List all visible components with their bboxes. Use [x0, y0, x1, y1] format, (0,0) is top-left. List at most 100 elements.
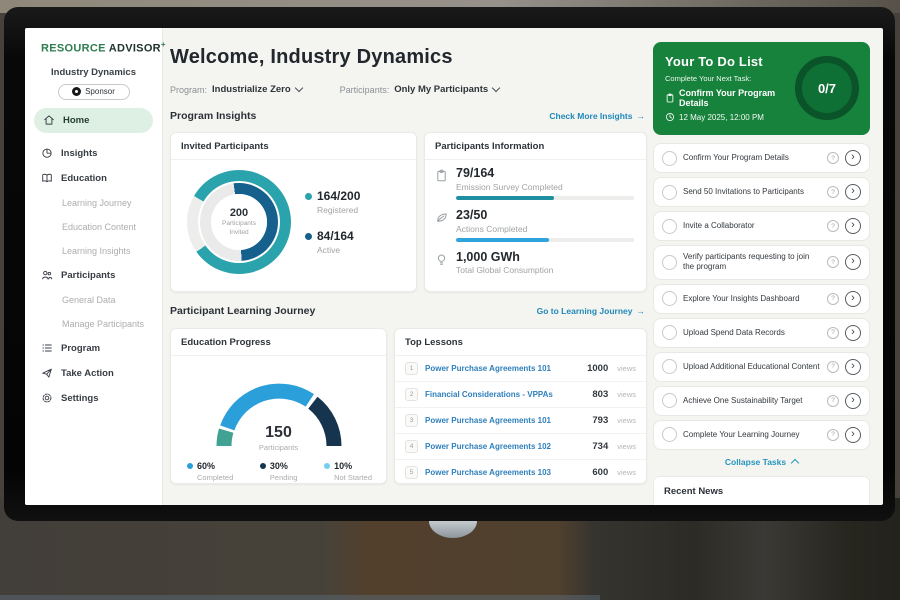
donut-center-label: Participants Invited	[222, 220, 256, 236]
task-checkbox[interactable]	[662, 150, 677, 166]
help-icon[interactable]: ?	[827, 326, 839, 339]
sidebar-item-education[interactable]: Education	[25, 166, 162, 191]
gauge-center-value: 150	[265, 424, 292, 441]
task-checkbox[interactable]	[662, 291, 677, 307]
progress-track	[456, 195, 634, 200]
sidebar-item-manage-participants[interactable]: Manage Participants	[25, 312, 162, 336]
task-checkbox[interactable]	[662, 218, 677, 234]
progress-track	[456, 237, 634, 242]
chevron-right-button[interactable]: ›	[845, 426, 861, 443]
help-icon[interactable]: ?	[827, 394, 839, 407]
sidebar-item-home[interactable]: Home	[34, 107, 153, 133]
gear-icon	[42, 393, 52, 403]
chevron-right-button[interactable]: ›	[845, 218, 861, 234]
participants-label: Participants:	[339, 84, 390, 95]
invited-participants-body: 200 Participants Invited 164/200 Registe…	[171, 160, 416, 274]
lesson-views-suffix: views	[617, 468, 636, 477]
chevron-right-button[interactable]: ›	[845, 324, 861, 341]
task-label: Explore Your Insights Dashboard	[683, 293, 800, 303]
task-label: Invite a Collaborator	[683, 220, 755, 230]
sidebar-item-take-action[interactable]: Take Action	[25, 361, 162, 386]
help-icon[interactable]: ?	[827, 360, 839, 373]
lesson-link[interactable]: Financial Considerations - VPPAs	[425, 390, 553, 399]
lesson-link[interactable]: Power Purchase Agreements 101	[425, 364, 551, 373]
gauge-arcs	[216, 383, 341, 447]
task-label: Verify participants requesting to join t…	[683, 252, 810, 272]
sidebar-item-label: Insights	[61, 147, 98, 159]
stat-value: 79/164	[456, 166, 495, 180]
todo-task-row[interactable]: Send 50 Invitations to Participants ? ›	[653, 177, 870, 207]
sidebar-item-label: Participants	[61, 269, 116, 281]
legend-pct: 60%	[197, 461, 216, 471]
lightbulb-icon	[437, 254, 446, 265]
todo-task-row[interactable]: Invite a Collaborator ? ›	[653, 211, 870, 241]
recent-news-title: Recent News	[664, 485, 724, 497]
sidebar-item-label: Home	[63, 114, 90, 126]
sidebar-item-education-content[interactable]: Education Content	[25, 215, 162, 239]
todo-task-row[interactable]: Achieve One Sustainability Target ? ›	[653, 385, 870, 416]
sidebar-item-learning-insights[interactable]: Learning Insights	[25, 239, 162, 263]
go-to-learning-journey-link[interactable]: Go to Learning Journey →	[537, 306, 645, 316]
help-icon[interactable]: ?	[827, 220, 839, 232]
todo-task-row[interactable]: Explore Your Insights Dashboard ? ›	[653, 283, 870, 314]
todo-task-row[interactable]: Upload Additional Educational Content ? …	[653, 351, 870, 382]
card-title: Invited Participants	[171, 133, 416, 160]
chevron-down-icon	[294, 83, 303, 93]
sidebar-item-insights[interactable]: Insights	[25, 141, 162, 166]
task-checkbox[interactable]	[662, 393, 677, 409]
sidebar-item-participants[interactable]: Participants	[25, 263, 162, 288]
todo-task-row[interactable]: Verify participants requesting to join t…	[653, 245, 870, 280]
lesson-views: 793	[592, 415, 609, 426]
clipboard-icon	[437, 169, 446, 182]
todo-task-row[interactable]: Upload Spend Data Records ? ›	[653, 317, 870, 348]
participants-dropdown[interactable]: Participants: Only My Participants	[339, 83, 501, 95]
sidebar-item-settings[interactable]: Settings	[25, 386, 162, 411]
lesson-link[interactable]: Power Purchase Agreements 102	[425, 442, 551, 451]
task-checkbox[interactable]	[662, 325, 677, 341]
check-more-insights-link[interactable]: Check More Insights →	[549, 111, 645, 121]
task-checkbox[interactable]	[662, 359, 677, 375]
lesson-row: 5 Power Purchase Agreements 103 600 view…	[395, 460, 646, 485]
sidebar-nav: Home Insights Education Learning Journey…	[25, 107, 162, 411]
collapse-tasks-link[interactable]: Collapse Tasks	[653, 457, 870, 468]
task-checkbox[interactable]	[662, 184, 677, 200]
sponsor-badge[interactable]: Sponsor	[57, 83, 130, 100]
program-dropdown[interactable]: Program: Industrialize Zero	[170, 83, 303, 95]
chevron-right-button[interactable]: ›	[845, 392, 861, 409]
task-label: Send 50 Invitations to Participants	[683, 186, 804, 196]
card-title: Education Progress	[171, 329, 386, 356]
gauge-legend: 60% Completed 30% Pending 10% Not Starte…	[171, 452, 386, 482]
help-icon[interactable]: ?	[827, 186, 839, 198]
sidebar-item-label: General Data	[62, 294, 116, 305]
lesson-views-suffix: views	[617, 416, 636, 425]
help-icon[interactable]: ?	[827, 292, 839, 305]
help-icon[interactable]: ?	[827, 152, 839, 164]
lesson-views-suffix: views	[617, 442, 636, 451]
task-checkbox[interactable]	[662, 427, 677, 443]
clock-icon	[666, 113, 674, 121]
sidebar-item-program[interactable]: Program	[25, 336, 162, 361]
todo-task-row[interactable]: Confirm Your Program Details ? ›	[653, 143, 870, 173]
sidebar-item-general-data[interactable]: General Data	[25, 288, 162, 312]
help-icon[interactable]: ?	[827, 256, 839, 269]
chevron-right-button[interactable]: ›	[845, 358, 861, 375]
gauge-center: 150 Participants	[204, 424, 354, 452]
stat-value: 23/50	[456, 207, 488, 222]
chevron-right-button[interactable]: ›	[845, 254, 861, 271]
dashboard-screen: RESOURCE ADVISOR+ Industry Dynamics Spon…	[25, 28, 883, 505]
chevron-right-button[interactable]: ›	[845, 290, 861, 307]
lesson-link[interactable]: Power Purchase Agreements 101	[425, 416, 551, 425]
participants-information-body: 79/164 Emission Survey Completed 23/50 A…	[425, 160, 646, 275]
task-checkbox[interactable]	[662, 254, 677, 270]
sidebar-item-label: Education	[61, 172, 107, 184]
chevron-right-button[interactable]: ›	[845, 150, 861, 166]
sidebar-item-label: Education Content	[62, 221, 137, 232]
lesson-rank: 3	[405, 414, 418, 427]
lesson-link[interactable]: Power Purchase Agreements 103	[425, 468, 551, 477]
legend-value: 164/200	[317, 189, 361, 203]
todo-task-row[interactable]: Complete Your Learning Journey ? ›	[653, 419, 870, 450]
sidebar-item-learning-journey[interactable]: Learning Journey	[25, 191, 162, 215]
legend-label: Active	[317, 245, 341, 255]
help-icon[interactable]: ?	[827, 428, 839, 441]
chevron-right-button[interactable]: ›	[845, 184, 861, 200]
